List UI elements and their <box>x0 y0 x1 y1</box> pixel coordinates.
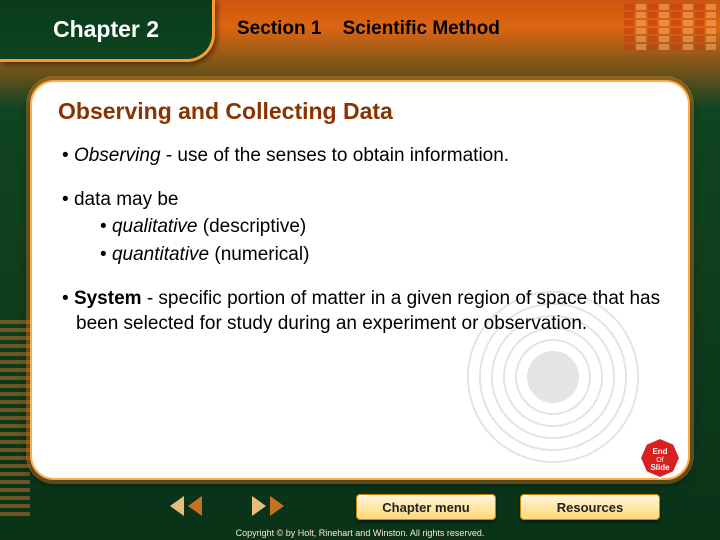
resources-button[interactable]: Resources <box>520 494 660 520</box>
end-of-slide-button[interactable]: End Of Slide <box>636 436 684 484</box>
chapter-label: Chapter 2 <box>53 16 159 43</box>
term-qualitative: qualitative <box>112 216 203 237</box>
slide-header: Chapter 2 Section 1 Scientific Method <box>0 0 720 62</box>
text-system-def: - specific portion of matter in a given … <box>76 288 660 335</box>
chapter-menu-label: Chapter menu <box>382 500 469 515</box>
bullet-data-may-be: data may be <box>76 187 662 213</box>
body-text: Observing - use of the senses to obtain … <box>58 143 662 337</box>
term-observing: Observing <box>74 145 161 166</box>
next-arrow-icon-2[interactable] <box>270 496 284 516</box>
text-data-may-be: data may be <box>74 189 179 210</box>
text-qualitative: (descriptive) <box>203 216 306 237</box>
prev-arrow-icon[interactable] <box>170 496 184 516</box>
resources-label: Resources <box>557 500 623 515</box>
term-quantitative: quantitative <box>112 244 209 265</box>
prev-arrow-icon-2[interactable] <box>188 496 202 516</box>
text-quantitative: (numerical) <box>209 244 309 265</box>
bullet-system: System - specific portion of matter in a… <box>76 286 662 337</box>
content-panel: Observing and Collecting Data Observing … <box>30 80 690 480</box>
chapter-menu-button[interactable]: Chapter menu <box>356 494 496 520</box>
section-label: Section 1 <box>237 18 321 39</box>
end-badge-line3: Slide <box>650 463 670 472</box>
section-title: Scientific Method <box>343 18 500 39</box>
nav-arrows <box>170 496 284 516</box>
copyright-text: Copyright © by Holt, Rinehart and Winsto… <box>0 528 720 538</box>
next-arrow-icon[interactable] <box>252 496 266 516</box>
nav-buttons: Chapter menu Resources <box>356 494 660 520</box>
text-observing-def: - use of the senses to obtain informatio… <box>161 145 510 166</box>
section-heading: Section 1 Scientific Method <box>215 0 720 62</box>
decorative-stripes-left <box>0 320 30 520</box>
slide-background: Chapter 2 Section 1 Scientific Method Ob… <box>0 0 720 540</box>
end-badge-line1: End <box>652 447 667 456</box>
bullet-observing: Observing - use of the senses to obtain … <box>76 143 662 169</box>
term-system: System <box>74 288 142 309</box>
chapter-tab: Chapter 2 <box>0 0 215 62</box>
bullet-quantitative: quantitative (numerical) <box>114 242 662 268</box>
bullet-qualitative: qualitative (descriptive) <box>114 214 662 240</box>
slide-title: Observing and Collecting Data <box>58 98 662 125</box>
